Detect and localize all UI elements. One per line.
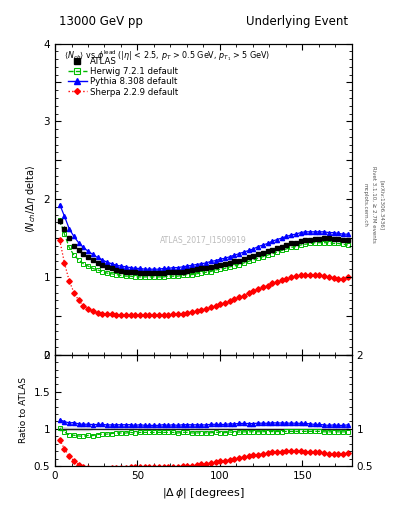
Text: mcplots.cern.ch: mcplots.cern.ch [363, 183, 368, 227]
Y-axis label: $\langle N_{ch}/ \Delta\eta\ \mathrm{delta}\rangle$: $\langle N_{ch}/ \Delta\eta\ \mathrm{del… [24, 165, 38, 233]
Text: $\langle N_{ch}\rangle$ vs $\phi^{\mathrm{lead}}$ ($|\eta|$ < 2.5, $p_T$ > 0.5 G: $\langle N_{ch}\rangle$ vs $\phi^{\mathr… [64, 48, 270, 63]
Legend: ATLAS, Herwig 7.2.1 default, Pythia 8.308 default, Sherpa 2.2.9 default: ATLAS, Herwig 7.2.1 default, Pythia 8.30… [65, 54, 181, 99]
Text: Rivet 3.1.10, ≥ 2.7M events: Rivet 3.1.10, ≥ 2.7M events [372, 166, 376, 243]
X-axis label: $|\Delta\,\phi|$ [degrees]: $|\Delta\,\phi|$ [degrees] [162, 486, 245, 500]
Y-axis label: Ratio to ATLAS: Ratio to ATLAS [19, 377, 28, 443]
Text: ATLAS_2017_I1509919: ATLAS_2017_I1509919 [160, 235, 247, 244]
Text: [arXiv:1306.3436]: [arXiv:1306.3436] [379, 180, 384, 230]
Text: 13000 GeV pp: 13000 GeV pp [59, 15, 143, 28]
Text: Underlying Event: Underlying Event [246, 15, 348, 28]
